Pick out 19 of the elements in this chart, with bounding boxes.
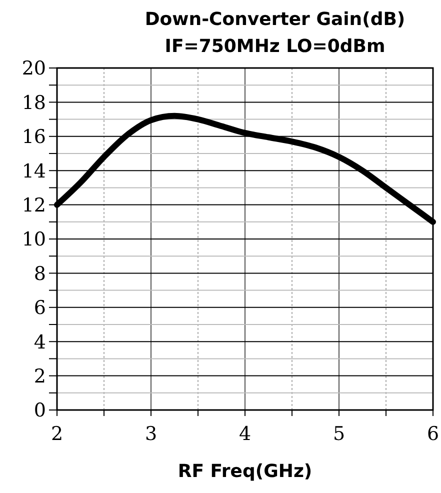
x-tick-label: 2	[50, 423, 64, 445]
y-tick-label: 8	[34, 262, 46, 285]
x-tick-label: 4	[238, 423, 252, 445]
chart-title: Down-Converter Gain(dB)	[144, 9, 406, 30]
y-tick-label: 18	[22, 92, 46, 114]
x-tick-label: 6	[426, 423, 440, 445]
y-tick-label: 2	[34, 365, 46, 388]
chart-subtitle: IF=750MHz LO=0dBm	[164, 36, 386, 57]
y-tick-label: 10	[22, 228, 46, 251]
x-tick-label: 5	[332, 423, 346, 445]
y-tick-label: 12	[22, 194, 46, 216]
x-axis-title: RF Freq(GHz)	[178, 461, 312, 482]
y-tick-label: 4	[34, 331, 46, 354]
y-tick-label: 14	[22, 160, 46, 182]
y-tick-label: 0	[34, 400, 46, 422]
x-tick-label: 3	[144, 423, 158, 445]
y-tick-label: 16	[22, 126, 46, 148]
y-tick-label: 6	[34, 297, 46, 320]
y-tick-label: 20	[22, 58, 46, 80]
